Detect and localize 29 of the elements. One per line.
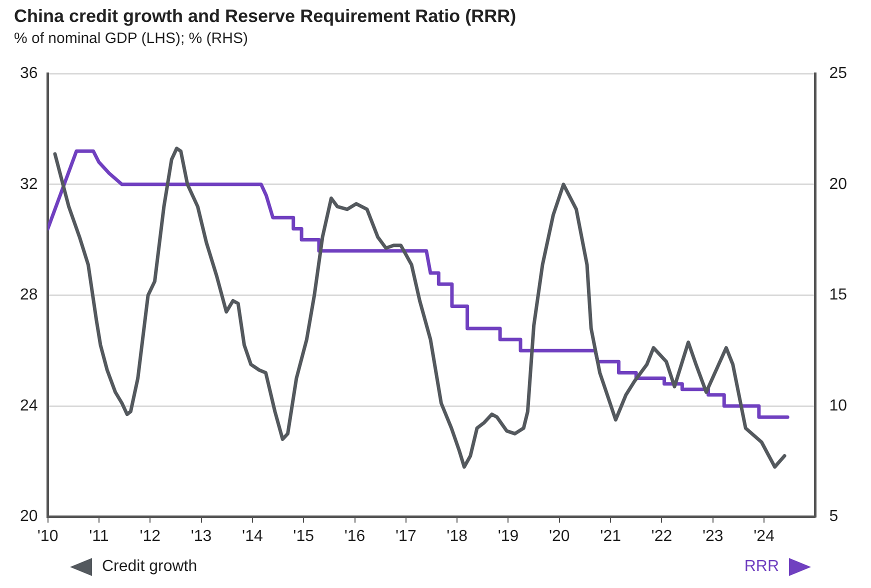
x-tick-label: '19	[498, 528, 519, 545]
x-tick-label: '18	[446, 528, 468, 545]
x-tick-label: '10	[37, 528, 58, 545]
x-tick-label: '24	[754, 528, 775, 545]
x-tick-label: '15	[293, 528, 314, 545]
x-tick-label: '11	[89, 528, 109, 545]
y-tick-label: 24	[20, 397, 38, 414]
x-tick-label: '12	[140, 528, 161, 545]
x-tick-label: '14	[242, 528, 263, 545]
x-tick-label: '22	[651, 528, 672, 545]
y-tick-label: 20	[20, 508, 38, 526]
y2-tick-label: 15	[829, 286, 848, 304]
x-tick-label: '21	[600, 528, 622, 545]
y2-tick-label: 25	[829, 65, 848, 82]
y-tick-label: 32	[20, 176, 38, 193]
x-tick-label: '20	[548, 528, 570, 545]
text: RRR	[744, 558, 779, 576]
legend-label: Credit growth	[102, 558, 198, 576]
y2-tick-label: 10	[829, 397, 848, 414]
y-tick-label: 36	[20, 65, 38, 82]
y-tick-label: 28	[20, 286, 38, 304]
x-tick-label: '23	[702, 528, 724, 545]
x-tick-label: '13	[190, 528, 212, 545]
x-tick-label: '17	[395, 528, 416, 545]
chart-title: China credit growth and Reserve Requirement Ratio (RRR)	[14, 6, 516, 27]
chart-subtitle: % of nominal GDP (LHS); % (RHS)	[14, 30, 248, 47]
x-tick-label: '16	[344, 528, 366, 545]
y2-tick-label: 20	[829, 176, 848, 193]
y2-tick-label: 5	[829, 508, 838, 526]
